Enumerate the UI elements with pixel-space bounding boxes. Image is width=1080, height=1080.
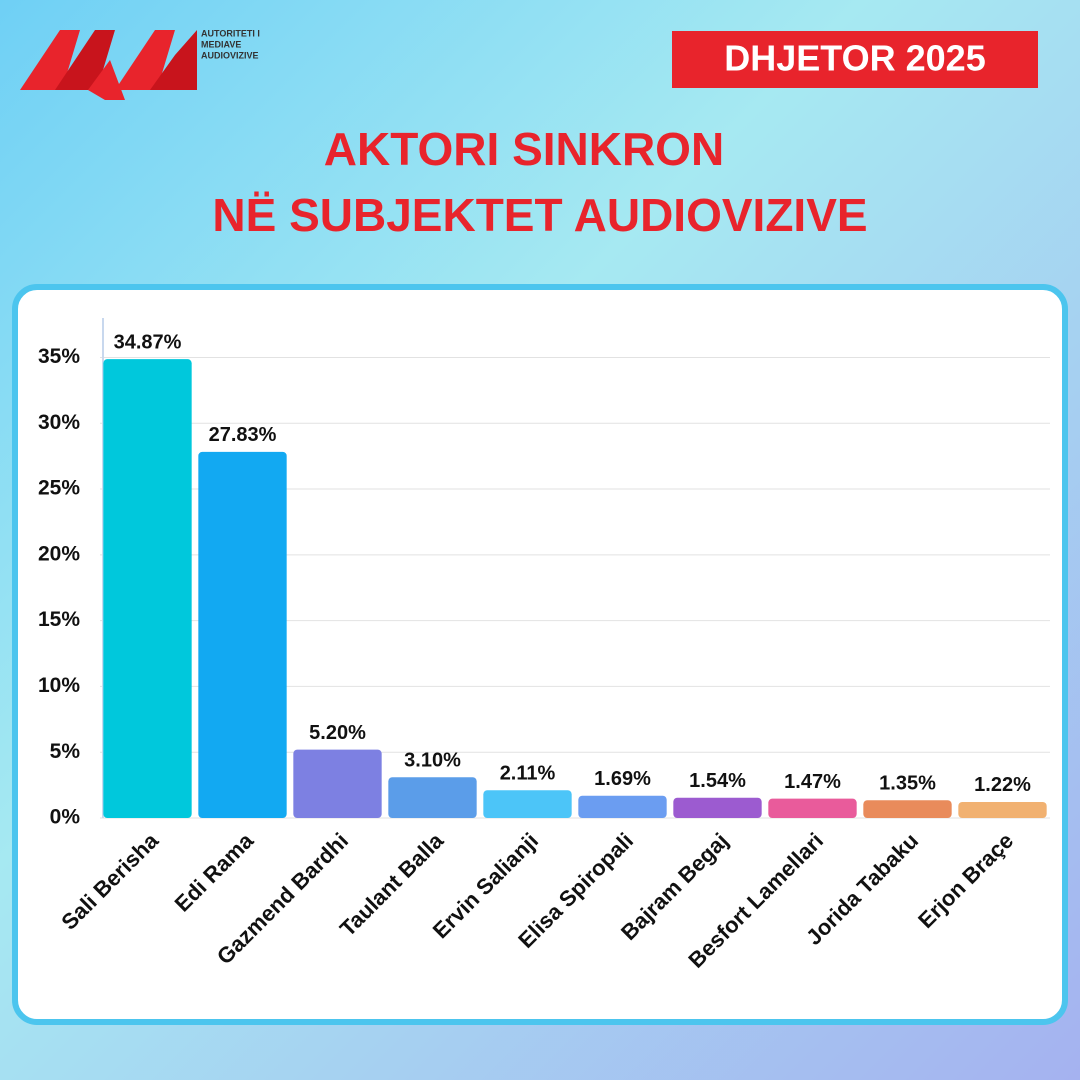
bar xyxy=(578,795,667,818)
logo-text: AUDIOVIZIVE xyxy=(201,50,259,60)
logo-text: MEDIAVE xyxy=(201,39,241,49)
y-tick-label: 30% xyxy=(38,411,80,434)
badge xyxy=(672,31,1038,88)
bar xyxy=(958,801,1047,818)
y-tick-label: 25% xyxy=(38,477,80,500)
y-tick-label: 5% xyxy=(50,740,81,763)
chart-title: NË SUBJEKTET AUDIOVIZIVE xyxy=(212,189,867,241)
value-label: 5.20% xyxy=(309,722,366,744)
bar xyxy=(768,798,857,818)
value-label: 2.11% xyxy=(500,763,556,785)
logo-text: AUTORITETI I xyxy=(201,28,260,38)
y-tick-label: 15% xyxy=(38,608,80,631)
bar xyxy=(293,749,382,818)
bar xyxy=(198,451,287,818)
bar xyxy=(863,800,952,818)
y-tick-label: 10% xyxy=(38,674,80,697)
bar xyxy=(673,797,762,818)
logo: AUTORITETI I MEDIAVE AUDIOVIZIVE xyxy=(20,28,260,100)
bar xyxy=(103,359,192,818)
value-label: 1.22% xyxy=(974,774,1031,796)
bar xyxy=(483,790,572,818)
badge-text: DHJETOR 2025 xyxy=(724,38,985,79)
value-label: 3.10% xyxy=(404,749,461,771)
value-label: 27.83% xyxy=(209,424,277,446)
value-label: 1.69% xyxy=(594,768,651,790)
chart-title: AKTORI SINKRON xyxy=(324,123,724,175)
value-label: 1.35% xyxy=(879,773,936,795)
value-label: 1.54% xyxy=(689,770,746,792)
value-label: 34.87% xyxy=(114,331,182,353)
value-label: 1.47% xyxy=(784,771,841,793)
y-tick-label: 20% xyxy=(38,542,80,565)
y-tick-label: 35% xyxy=(38,345,80,368)
y-tick-label: 0% xyxy=(50,806,81,829)
bar xyxy=(388,777,477,818)
